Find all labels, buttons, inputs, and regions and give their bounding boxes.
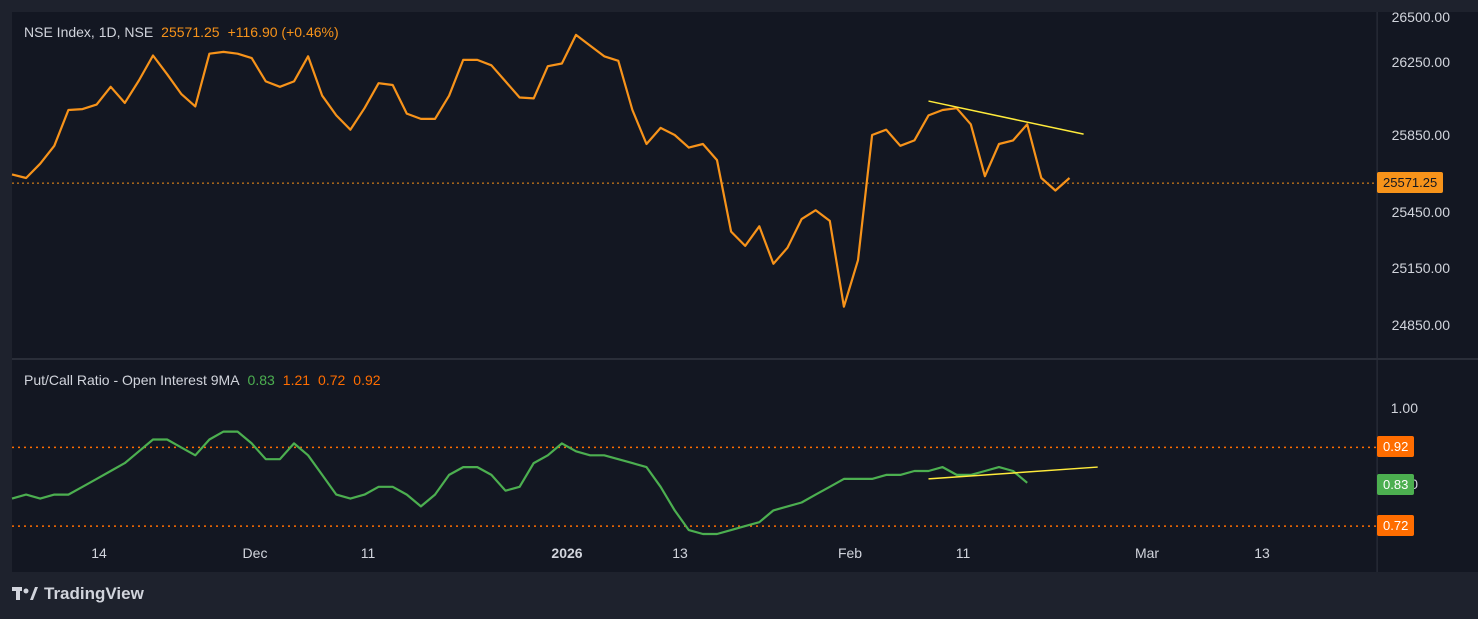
price-value: 25571.25 [161,24,220,40]
price-axis-tick-label: 26500.00 [1392,9,1451,25]
indicator-legend[interactable]: Put/Call Ratio - Open Interest 9MA 0.83 … [24,372,381,388]
price-series-line[interactable] [11,33,1071,308]
pcr-current-tag: 0.83 [1377,473,1415,495]
indicator-value: 1.21 [282,372,311,388]
time-axis-tick-label: 11 [956,545,971,561]
pcr-lower-tag: 0.72 [1377,515,1415,537]
tradingview-branding[interactable]: TradingView [12,584,144,604]
time-axis-tick-label: 2026 [551,545,582,561]
brand-name: TradingView [44,584,144,603]
price-axis-tick-label: 25850.00 [1392,127,1451,143]
price-pane[interactable] [12,12,1377,358]
price-change: +116.90 (+0.46%) [227,24,339,40]
time-axis-area[interactable] [12,534,1377,572]
tradingview-logo-icon [12,587,38,600]
pcr-axis-tick-label: 1.00 [1391,400,1418,416]
pcr-series-line[interactable] [11,430,1028,536]
price-trendline[interactable] [928,100,1084,135]
time-axis-tick-label: 14 [91,545,107,561]
time-axis-tick-label: Dec [243,545,268,561]
price-axis-tick-label: 25150.00 [1392,260,1451,276]
pcr-pane[interactable] [12,360,1377,534]
pcr-upper-tag: 0.92 [1377,436,1415,458]
indicator-name: Put/Call Ratio - Open Interest 9MA [24,372,240,388]
price-axis-tick-label: 26250.00 [1392,54,1451,70]
time-axis-tick-label: 13 [1254,545,1270,561]
price-axis-tick-label: 24850.00 [1392,317,1451,333]
price-legend[interactable]: NSE Index, 1D, NSE 25571.25 +116.90 (+0.… [24,24,339,40]
time-axis-tick-label: 13 [672,545,688,561]
indicator-value: 0.83 [247,372,275,388]
symbol-label: NSE Index, 1D, NSE [24,24,154,40]
time-axis-tick-label: Mar [1135,545,1159,561]
current-price-tag: 25571.25 [1377,172,1444,194]
time-axis-tick-label: 11 [361,545,376,561]
time-axis-tick-label: Feb [838,545,862,561]
pcr-trendline[interactable] [928,466,1098,480]
indicator-value: 0.72 [318,372,346,388]
price-axis-tick-label: 25450.00 [1392,204,1451,220]
indicator-value: 0.92 [353,372,381,388]
